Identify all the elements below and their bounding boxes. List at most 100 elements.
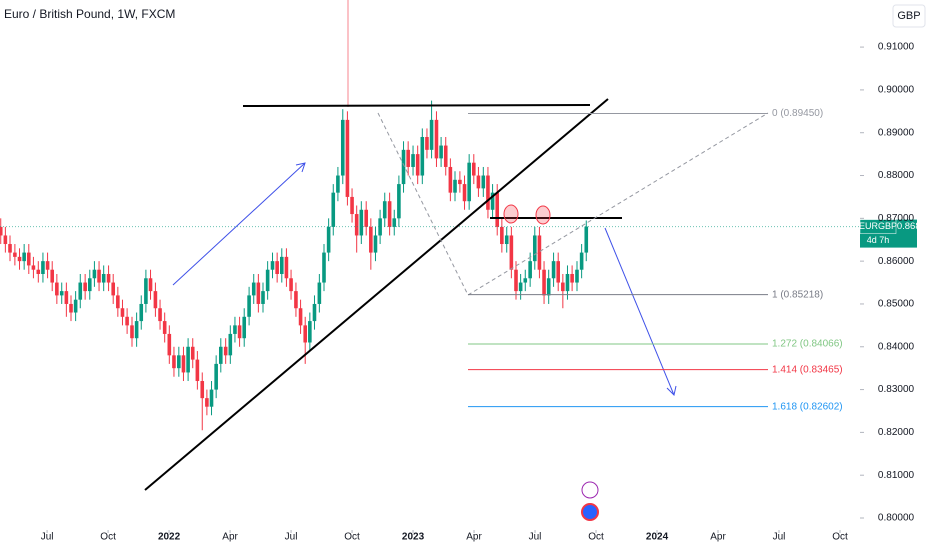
candle-body [471, 162, 476, 176]
x-tick-label: Oct [832, 532, 848, 543]
x-tick-label: Oct [344, 532, 360, 543]
y-tick-label: 0.80000 [878, 513, 915, 524]
y-tick-label: 0.82000 [878, 427, 915, 438]
candle-body [228, 333, 233, 356]
candle-body [270, 261, 275, 270]
candle-body [223, 346, 228, 356]
event-icon[interactable] [581, 503, 599, 521]
candle-body [425, 136, 429, 150]
candle-body [481, 175, 486, 189]
candle-body [251, 282, 256, 296]
candle-body [139, 303, 144, 322]
candle-body [64, 291, 69, 304]
candle-body [78, 282, 83, 300]
last-price-label: 0.86807 [897, 221, 931, 232]
candle-body [378, 218, 382, 236]
candle-body [214, 363, 218, 390]
price-tag: EURGBP 0.86807 4d 7h [859, 219, 931, 248]
candle-body [387, 201, 392, 227]
candle-body [106, 273, 111, 283]
candle-body [116, 295, 120, 309]
candle-body [69, 303, 73, 313]
event-icon[interactable] [581, 481, 599, 499]
candle-body [561, 282, 565, 292]
fib-label: 1.414 (0.83465) [772, 364, 843, 375]
fib-label: 0 (0.89450) [772, 108, 823, 119]
candle-body [448, 166, 453, 193]
candle-body [205, 398, 209, 407]
candle-body [0, 226, 3, 236]
candle-body [486, 175, 490, 210]
candle-body [373, 235, 378, 253]
highlight [535, 205, 551, 225]
candle-body [167, 333, 172, 356]
resistance-line [242, 104, 591, 107]
candle-body [275, 261, 279, 274]
candle-body [261, 291, 265, 304]
candle-body [289, 278, 293, 292]
candle-body [434, 119, 439, 159]
candle-body [218, 346, 223, 364]
candle-body [83, 282, 87, 292]
y-tick-label: 0.87000 [878, 213, 915, 224]
candle-body [181, 355, 186, 373]
candle-body [134, 321, 139, 339]
price-axis [860, 0, 932, 550]
candle-body [59, 291, 64, 296]
candle-body [130, 325, 134, 339]
candle-body [55, 282, 59, 296]
candle-body [565, 273, 570, 292]
symbol-label: EURGBP [859, 221, 897, 231]
candle-body [514, 269, 518, 292]
candle-body [22, 252, 26, 262]
candle-body [50, 269, 55, 283]
candle-body [359, 209, 364, 236]
fib-label: 1.618 (0.82602) [772, 401, 843, 412]
x-tick-label: Jul [285, 532, 298, 543]
candles [0, 100, 860, 431]
candle-body [392, 218, 397, 227]
candle-body [420, 136, 425, 176]
candle-body [153, 291, 158, 309]
candle-body [242, 316, 247, 339]
candle-body [265, 269, 270, 292]
candle-body [415, 154, 420, 176]
candle-body [518, 282, 523, 292]
candle-body [411, 154, 415, 167]
candle-body [144, 278, 148, 304]
candle-body [528, 261, 532, 279]
x-tick-label: Jul [773, 532, 786, 543]
x-tick-label: Oct [588, 532, 604, 543]
symbol-tag-bg [859, 219, 897, 234]
arrow-head [295, 162, 306, 173]
candle-body [36, 269, 41, 274]
candle-body [125, 316, 129, 326]
candle-body [467, 162, 471, 202]
x-tick-label: 2023 [402, 532, 425, 543]
x-tick-label: Apr [710, 532, 726, 543]
candle-body [172, 355, 176, 369]
currency-box[interactable] [892, 4, 926, 28]
candle-body [453, 179, 457, 193]
chart-title: Euro / British Pound, 1W, FXCM [4, 7, 175, 21]
y-tick-label: 0.91000 [878, 42, 915, 53]
candle-body [546, 278, 551, 296]
candle-body [575, 269, 579, 283]
candle-body [354, 214, 359, 236]
arrow [604, 227, 675, 396]
x-tick-label: Apr [222, 532, 238, 543]
countdown-label: 4d 7h [867, 235, 890, 245]
candle-body [570, 273, 574, 283]
candle-body [523, 278, 528, 283]
candle-body [462, 184, 467, 202]
candle-body [190, 346, 195, 360]
candle-body [458, 179, 462, 185]
candle-body [331, 192, 336, 227]
candle-body [92, 269, 97, 279]
candle-body [303, 325, 308, 343]
candle-body [111, 282, 116, 296]
candle-body [45, 261, 50, 270]
candle-body [87, 278, 92, 292]
candle-body [247, 295, 251, 317]
candle-body [495, 192, 500, 227]
